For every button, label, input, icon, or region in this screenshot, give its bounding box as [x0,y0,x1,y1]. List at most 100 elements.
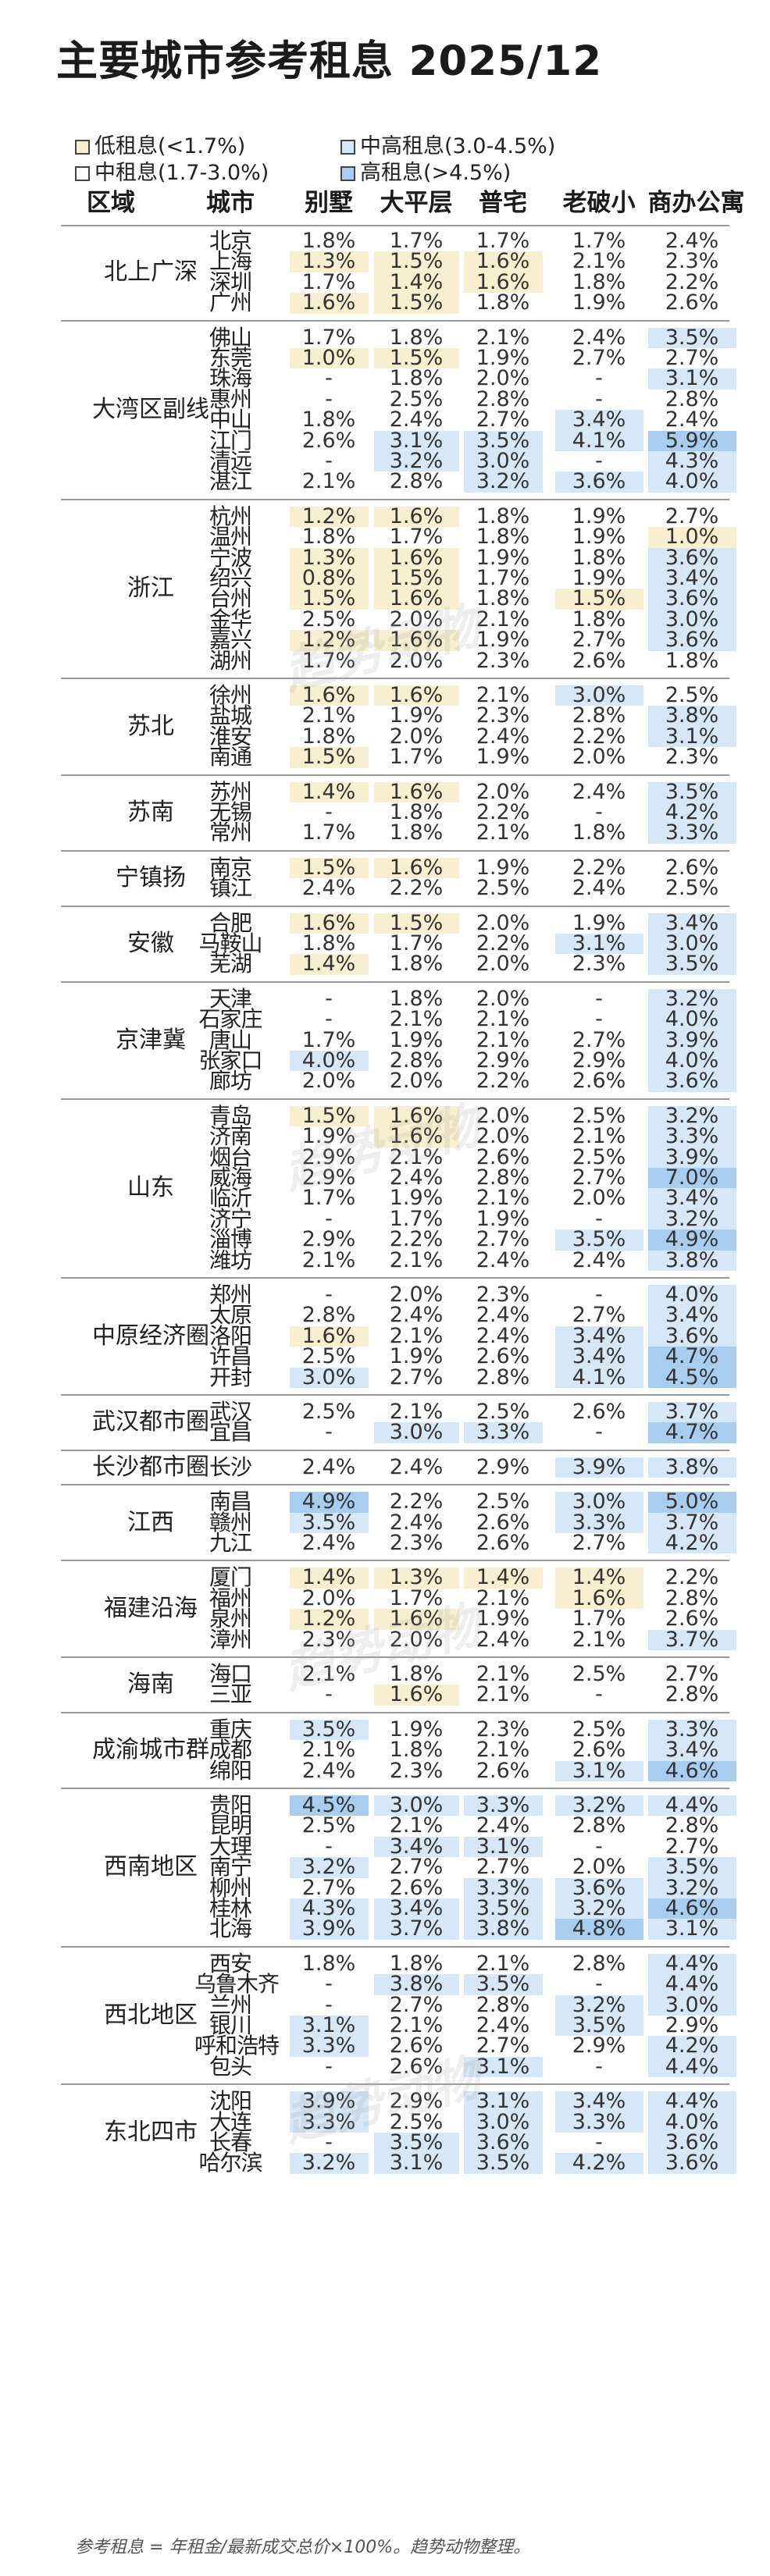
city-label: 太原 [209,1302,252,1329]
region-label: 福建沿海 [104,1595,198,1623]
yield-cell: 3.6% [647,629,736,651]
yield-cell: 2.4% [301,1758,356,1783]
city-label: 徐州 [209,682,252,708]
column-header: 区域 [87,189,135,217]
yield-cell: 3.1% [647,1918,736,1940]
yield-cell: - [595,1834,603,1859]
yield-cell: 1.9% [301,1124,356,1149]
yield-cell: 1.6% [373,1105,459,1127]
legend-label-high: 高租息(>4.5%) [360,161,512,185]
region-label: 苏北 [127,712,174,740]
city-label: 湖州 [209,647,252,674]
yield-cell: 2.1% [572,249,626,274]
yield-cell: 2.1% [389,1247,444,1272]
yield-cell: - [595,800,603,824]
yield-cell: 3.3% [554,1511,643,1533]
yield-cell: 1.9% [389,1186,444,1211]
column-header: 城市 [206,189,255,217]
yield-cell: 2.2% [665,269,719,294]
city-label: 乌鲁木齐 [194,1971,280,1998]
yield-cell: 1.3% [373,1567,459,1589]
yield-cell: 2.5% [476,1400,530,1424]
city-label: 佛山 [209,324,252,350]
yield-cell: 2.9% [301,1144,356,1169]
region-label: 宁镇扬 [116,864,186,892]
yield-cell: 1.8% [476,290,530,315]
yield-cell: 1.9% [476,628,530,653]
city-label: 杭州 [209,503,252,529]
yield-cell: 3.0% [647,1994,736,2016]
yield-cell: 3.5% [647,781,736,802]
yield-cell: 2.8% [572,703,626,728]
city-label: 惠州 [209,386,252,412]
yield-cell: 2.3% [476,703,530,728]
yield-cell: 3.9% [647,1029,736,1051]
yield-cell: 2.9% [301,1165,356,1190]
yield-cell: 2.7% [665,1662,719,1686]
yield-cell: - [595,2054,603,2079]
yield-cell: 2.4% [389,407,444,432]
yield-cell: 0.8% [289,568,369,589]
yield-cell: 2.0% [476,1124,530,1149]
yield-cell: 4.4% [647,2056,736,2078]
city-label: 石家庄 [198,1006,262,1033]
yield-cell: 2.7% [572,628,626,653]
legend-item-high: 高租息(>4.5%) [340,155,511,186]
yield-cell: 3.5% [463,1898,543,1920]
yield-cell: - [325,386,333,411]
yield-cell: 3.8% [647,1249,736,1271]
yield-cell: 3.1% [373,429,459,451]
yield-cell: 1.5% [289,746,369,768]
yield-cell: 1.5% [289,1105,369,1127]
yield-cell: 3.3% [289,2035,369,2057]
yield-cell: 2.7% [389,1992,444,2017]
yield-cell: 3.5% [647,326,736,348]
yield-cell: - [325,366,333,391]
yield-cell: 2.6% [572,648,626,673]
yield-cell: 3.5% [647,1856,736,1878]
yield-cell: 3.0% [289,1366,369,1388]
yield-cell: 2.8% [476,1364,530,1389]
yield-cell: 2.3% [389,1531,444,1555]
yield-cell: 2.7% [665,1834,719,1859]
yield-cell: 1.7% [572,1606,626,1631]
yield-cell: 2.6% [572,1400,626,1424]
city-label: 珠海 [209,365,252,392]
city-label: 许昌 [209,1343,252,1370]
city-label: 深圳 [209,269,252,295]
yield-cell: 3.5% [554,1229,643,1251]
yield-cell: 2.2% [476,931,530,955]
yield-cell: 2.4% [572,779,626,804]
yield-cell: 2.4% [572,1247,626,1272]
yield-cell: 2.9% [301,1227,356,1252]
yield-cell: 3.6% [554,471,643,493]
yield-cell: 1.8% [389,986,444,1011]
yield-cell: 1.6% [289,1325,369,1347]
city-label: 潍坊 [209,1247,252,1273]
yield-cell: 2.0% [476,1103,530,1128]
yield-cell: 2.8% [665,1585,719,1610]
group-divider [61,1098,729,1100]
yield-cell: 1.9% [572,525,626,550]
yield-cell: 3.0% [647,609,736,631]
yield-cell: 3.8% [373,1973,459,1995]
yield-cell: 2.8% [572,1951,626,1976]
yield-cell: 1.6% [373,857,459,879]
yield-cell: 4.4% [647,1953,736,1975]
yield-cell: 2.4% [301,1454,356,1479]
yield-cell: 3.1% [289,2015,369,2037]
yield-cell: 2.0% [476,366,530,391]
yield-cell: 3.0% [647,933,736,955]
yield-cell: 1.8% [389,952,444,977]
yield-cell: 1.9% [476,745,530,770]
yield-cell: 2.1% [389,2013,444,2037]
yield-cell: 1.7% [301,1027,356,1052]
city-label: 大理 [209,1833,252,1859]
legend-label-mid: 中租息(1.7-3.0%) [94,161,269,185]
city-label: 桂林 [209,1895,252,1921]
yield-cell: 2.7% [476,2033,530,2058]
column-header: 普宅 [479,189,527,217]
city-label: 济南 [209,1123,252,1150]
yield-cell: 2.1% [301,703,356,728]
yield-cell: 2.0% [301,1069,356,1094]
